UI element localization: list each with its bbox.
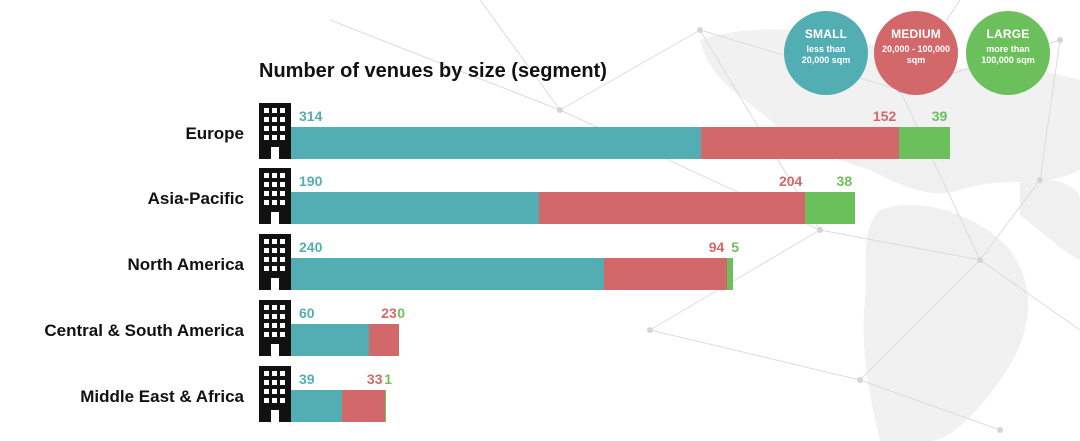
value-label-medium: 94 <box>708 239 725 255</box>
value-label-medium: 23 <box>381 305 397 321</box>
legend-description: 20,000 - 100,000 sqm <box>874 44 958 66</box>
legend-description-line: more than <box>986 44 1030 54</box>
category-label: North America <box>127 255 244 274</box>
legend-description-line: sqm <box>906 55 926 65</box>
bar-small <box>291 192 539 224</box>
category-label: Asia-Pacific <box>147 189 244 208</box>
bar-large <box>804 192 855 224</box>
value-label-medium: 152 <box>872 108 897 124</box>
value-label-large: 1 <box>384 371 393 387</box>
building-icon <box>259 168 291 224</box>
legend-large: LARGE more than 100,000 sqm <box>966 11 1050 95</box>
legend-description: more than 100,000 sqm <box>966 44 1050 66</box>
building-icon <box>259 366 291 422</box>
value-label-large: 0 <box>397 305 406 321</box>
bar-large <box>726 258 734 290</box>
bar-medium <box>700 127 899 159</box>
legend-medium: MEDIUM 20,000 - 100,000 sqm <box>874 11 958 95</box>
bar-large <box>898 127 950 159</box>
bar-small <box>291 127 701 159</box>
bar-medium <box>341 390 385 422</box>
legend-name: LARGE <box>986 27 1030 41</box>
value-label-medium: 33 <box>366 371 383 387</box>
category-label: Europe <box>185 124 244 143</box>
bar-medium <box>604 258 727 290</box>
building-icon <box>259 300 291 356</box>
value-label-large: 39 <box>931 108 948 124</box>
value-label-small: 60 <box>299 305 315 321</box>
legend-description-line: 20,000 - 100,000 <box>881 44 951 54</box>
bar-small <box>291 390 342 422</box>
bar-medium <box>369 324 400 356</box>
value-label-small: 190 <box>299 173 323 189</box>
category-label: Central & South America <box>44 321 244 340</box>
value-label-medium: 204 <box>778 173 803 189</box>
chart-title: Number of venues by size (segment) <box>259 60 607 82</box>
bar-small <box>291 324 370 356</box>
bar-medium <box>538 192 805 224</box>
category-label: Middle East & Africa <box>80 387 244 406</box>
building-icon <box>259 234 291 290</box>
legend-name: MEDIUM <box>891 27 941 41</box>
value-label-large: 5 <box>731 239 740 255</box>
legend-small: SMALL less than 20,000 sqm <box>784 11 868 95</box>
value-label-large: 38 <box>836 173 853 189</box>
bar-small <box>291 258 605 290</box>
legend-description: less than 20,000 sqm <box>784 44 868 66</box>
bar-large <box>384 390 387 422</box>
value-label-small: 39 <box>299 371 315 387</box>
building-icon <box>259 103 291 159</box>
legend-description-line: 20,000 sqm <box>801 55 851 65</box>
value-label-small: 240 <box>299 239 323 255</box>
value-label-small: 314 <box>299 108 323 124</box>
legend-description-line: less than <box>806 44 846 54</box>
legend-name: SMALL <box>804 27 848 41</box>
legend-description-line: 100,000 sqm <box>981 55 1035 65</box>
